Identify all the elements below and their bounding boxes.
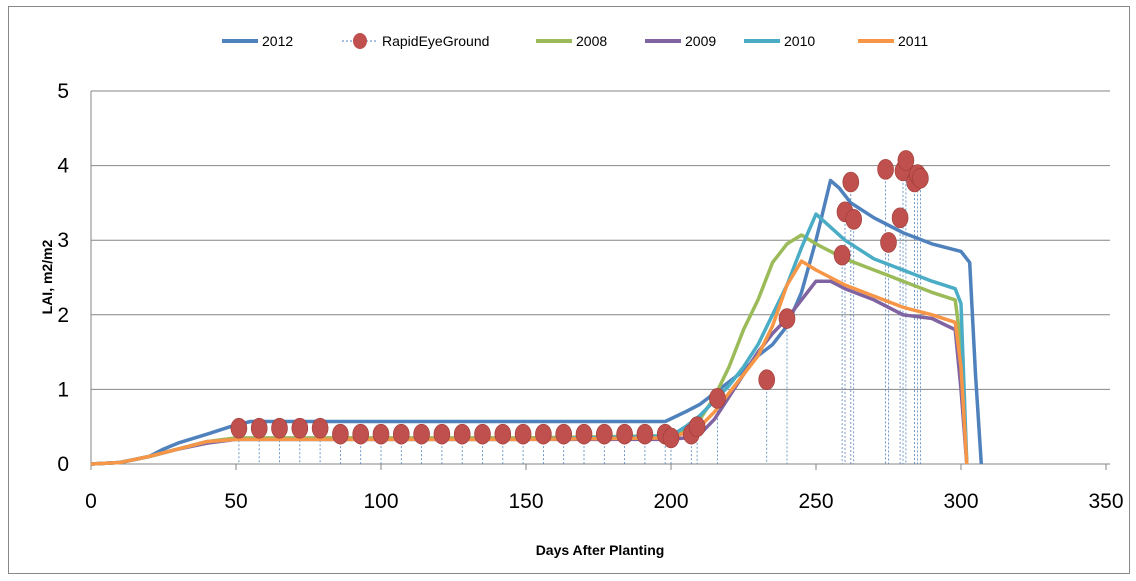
y-tick-label: 3	[57, 229, 69, 252]
legend-label-2009: 2009	[685, 33, 716, 49]
legend: 2012 RapidEyeGround 2008 2009 2010 2011	[222, 33, 928, 49]
rapideye-marker	[413, 423, 430, 445]
rapideye-marker	[880, 232, 897, 253]
rapideye-marker	[372, 423, 390, 445]
rapideye-marker	[662, 427, 680, 449]
rapideye-marker	[332, 423, 349, 445]
rapideye-marker	[352, 423, 370, 445]
x-tick-label: 350	[1088, 490, 1123, 513]
legend-label-2011: 2011	[898, 33, 928, 49]
series-line-2011	[90, 259, 969, 466]
rapideye-marker	[291, 417, 309, 439]
legend-label-2010: 2010	[784, 33, 815, 49]
x-tick-label: 300	[943, 490, 978, 513]
rapideye-marker	[897, 150, 915, 171]
y-tick-label: 0	[57, 453, 69, 476]
x-tick-label: 250	[798, 490, 833, 513]
legend-label-RapidEyeGround: RapidEyeGround	[382, 33, 489, 49]
rapideye-marker	[877, 159, 894, 180]
rapideye-marker	[230, 417, 248, 439]
x-tick-label: 50	[224, 490, 247, 513]
y-tick-label: 2	[57, 304, 69, 327]
legend-marker-RapidEyeGround	[353, 33, 367, 49]
rapideye-marker	[535, 423, 552, 445]
y-tick-label: 4	[57, 155, 69, 178]
rapideye-marker	[433, 423, 451, 445]
x-tick-label: 0	[85, 490, 97, 513]
rapideye-marker	[514, 423, 532, 445]
rapideye-marker	[845, 209, 863, 230]
rapideye-marker	[250, 417, 268, 439]
rapideye-marker	[778, 308, 796, 329]
chart-frame	[8, 6, 1130, 574]
rapideye-marker	[494, 423, 512, 445]
rapideye-marker	[474, 423, 491, 445]
rapideye-marker	[636, 423, 654, 445]
legend-label-2012: 2012	[262, 33, 293, 49]
rapideye-marker	[688, 416, 706, 438]
rapideye-marker	[271, 417, 288, 439]
rapideye-marker	[555, 423, 573, 445]
rapideye-marker	[453, 423, 471, 445]
x-axis-title: Days After Planting	[536, 542, 665, 558]
rapideye-marker	[575, 423, 593, 445]
y-tick-label: 1	[57, 378, 69, 401]
rapideye-marker	[311, 417, 329, 439]
y-tick-label: 5	[57, 80, 69, 103]
gridlines	[91, 90, 1110, 390]
rapideye-markers	[230, 150, 929, 449]
rapideye-marker	[842, 171, 860, 193]
rapideye-marker	[595, 423, 613, 445]
marker-droplines	[238, 160, 921, 464]
series-line-2012	[90, 178, 984, 466]
x-tick-label: 150	[508, 490, 543, 513]
rapideye-marker	[912, 167, 929, 189]
rapideye-marker	[392, 423, 410, 445]
x-tick-label: 200	[653, 490, 688, 513]
rapideye-marker	[891, 207, 909, 229]
y-axis-title: LAI, m2/m2	[39, 239, 55, 314]
x-tick-label: 100	[363, 490, 398, 513]
legend-label-2008: 2008	[576, 33, 607, 49]
series-lines	[90, 178, 984, 466]
rapideye-marker	[833, 244, 851, 266]
rapideye-marker	[709, 388, 726, 409]
rapideye-marker	[616, 423, 633, 445]
rapideye-marker	[758, 369, 776, 391]
